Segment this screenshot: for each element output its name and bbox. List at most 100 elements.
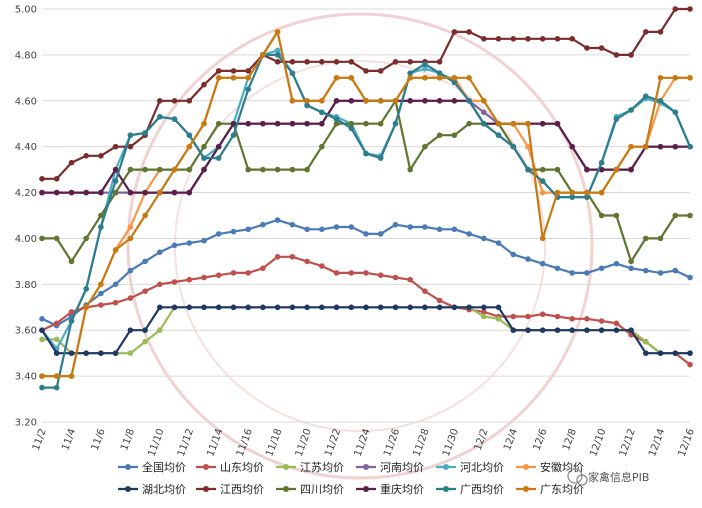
data-point (230, 304, 237, 311)
data-point (377, 304, 384, 311)
watermark-seal (126, 12, 594, 480)
data-point (598, 159, 605, 166)
data-point (260, 52, 266, 58)
data-point (186, 143, 193, 150)
legend-item: 广西均价 (436, 483, 504, 496)
data-point (142, 288, 148, 295)
data-point (407, 224, 414, 230)
data-point (407, 98, 414, 104)
legend-swatch-marker (363, 486, 369, 492)
data-point (127, 166, 134, 173)
data-point (201, 81, 207, 88)
data-point (157, 249, 163, 255)
data-point (127, 235, 134, 242)
data-point (481, 98, 487, 104)
series-0 (39, 217, 693, 329)
data-point (260, 265, 266, 272)
y-tick-label: 3.20 (15, 418, 37, 429)
data-point (377, 68, 384, 74)
data-point (598, 45, 605, 51)
y-axis-ticks: 3.20 3.40 3.60 3.80 4.00 4.20 4.40 4.60 4.80 5.00 (15, 5, 37, 429)
data-point (333, 304, 340, 311)
legend-swatch-marker (283, 486, 289, 492)
data-point (569, 36, 575, 42)
data-point (407, 75, 414, 81)
watermark-ring (126, 12, 594, 480)
data-point (422, 65, 428, 72)
data-point (186, 132, 193, 138)
data-point (466, 29, 472, 35)
data-point (643, 350, 649, 357)
data-point (245, 270, 251, 276)
legend-item: 河北均价 (436, 461, 504, 474)
data-point (333, 116, 340, 122)
data-point (230, 68, 237, 74)
data-point (127, 224, 134, 230)
data-point (539, 327, 546, 334)
data-point (157, 189, 163, 196)
data-point (98, 290, 104, 297)
data-point (245, 226, 251, 233)
data-point (333, 120, 340, 127)
data-point (539, 166, 546, 173)
legend-label: 河北均价 (460, 461, 504, 474)
y-tick-label: 5.00 (15, 5, 37, 16)
data-point (98, 224, 104, 230)
data-point (598, 265, 605, 272)
data-point (348, 270, 355, 276)
data-point (672, 109, 679, 116)
x-tick-label: 11/26 (382, 427, 402, 458)
legend-swatch-marker (125, 464, 131, 470)
data-point (98, 302, 104, 308)
data-point (422, 304, 428, 311)
data-point (422, 288, 428, 295)
data-point (245, 86, 251, 93)
data-point (657, 143, 664, 150)
data-point (171, 242, 178, 249)
data-point (348, 120, 355, 127)
data-point (274, 59, 281, 65)
data-point (628, 327, 634, 334)
data-point (39, 316, 45, 322)
data-point (539, 178, 546, 184)
data-point (687, 143, 693, 150)
y-tick-label: 3.80 (15, 280, 37, 291)
data-point (186, 304, 193, 311)
data-point (142, 166, 148, 173)
data-point (451, 29, 458, 35)
data-point (539, 36, 546, 42)
data-point (83, 189, 89, 196)
x-tick-label: 12/10 (588, 427, 608, 458)
data-point (584, 45, 590, 51)
chat-bubble-icon-2 (576, 474, 588, 486)
data-point (672, 75, 679, 81)
data-point (539, 260, 546, 267)
data-point (333, 98, 340, 104)
legend-item: 安徽均价 (516, 460, 584, 474)
data-point (171, 116, 178, 122)
data-point (569, 194, 575, 200)
x-tick-label: 11/2 (31, 427, 49, 452)
legend-swatch-marker (523, 486, 529, 492)
data-point (304, 304, 310, 311)
x-tick-label: 12/8 (561, 427, 579, 452)
x-tick-label: 11/30 (441, 427, 461, 458)
data-point (112, 189, 119, 196)
data-point (363, 304, 369, 311)
data-point (98, 281, 104, 288)
data-point (672, 350, 679, 357)
data-point (495, 132, 502, 138)
data-point (628, 52, 634, 58)
data-point (422, 61, 428, 67)
legend-swatch-marker (363, 464, 369, 470)
data-point (230, 270, 237, 276)
data-point (289, 59, 296, 65)
data-point (569, 316, 575, 322)
data-point (569, 189, 575, 196)
data-point (628, 258, 634, 265)
data-point (230, 120, 237, 127)
legend-label: 江西均价 (220, 483, 264, 496)
data-point (53, 384, 60, 391)
data-point (554, 327, 561, 334)
